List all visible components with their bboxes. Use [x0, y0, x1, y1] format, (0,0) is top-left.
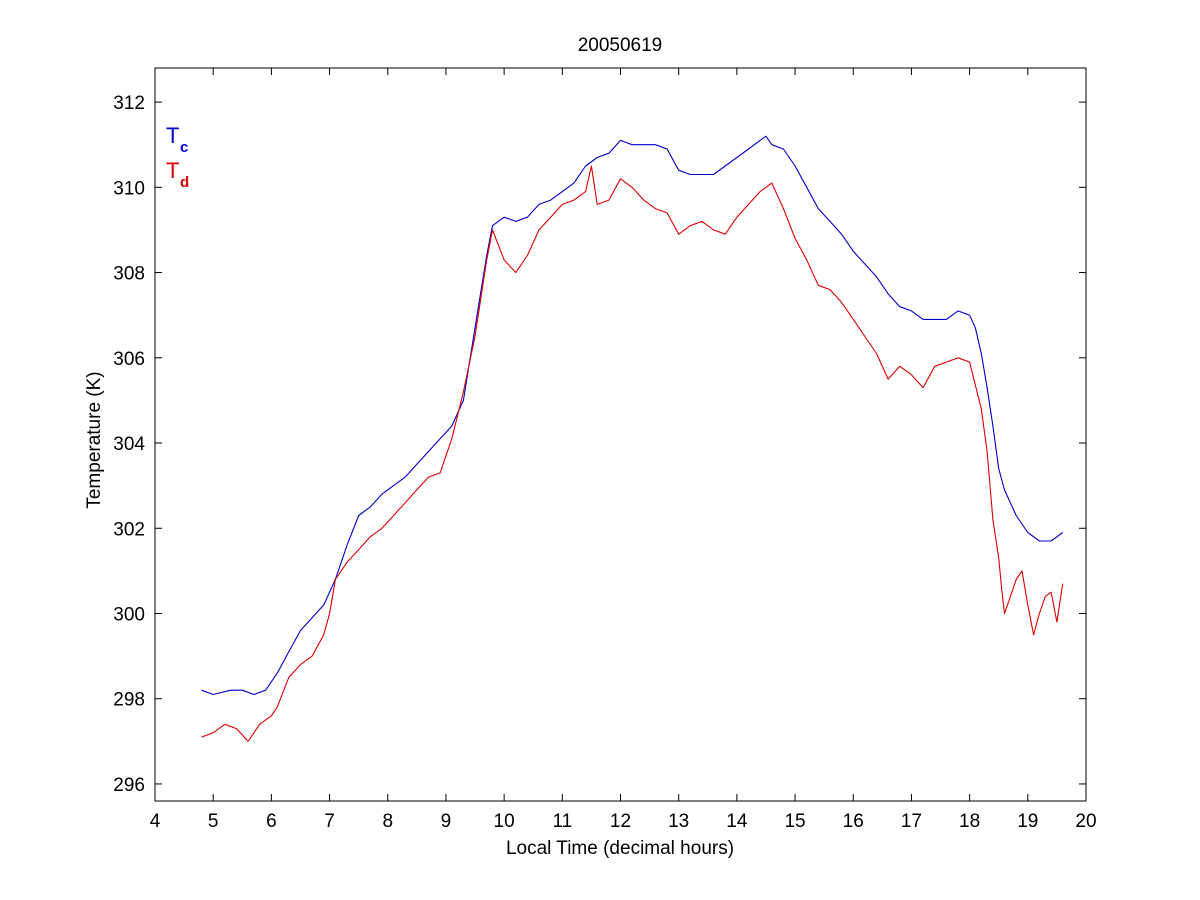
- series-line-Tc: [201, 135, 1064, 696]
- x-tick-label: 9: [441, 811, 452, 832]
- series-lines: [201, 135, 1064, 742]
- y-tick-label: 312: [113, 93, 145, 114]
- x-tick-label: 10: [494, 811, 515, 832]
- x-tick-label: 12: [610, 811, 631, 832]
- x-tick-label: 5: [208, 811, 219, 832]
- y-tick-label: 298: [113, 690, 145, 711]
- y-tick-label: 300: [113, 604, 145, 625]
- x-tick-label: 15: [784, 811, 805, 832]
- y-tick-label: 308: [113, 264, 145, 285]
- x-tick-label: 13: [668, 811, 689, 832]
- plot-area-frame: [154, 67, 1087, 802]
- legend-symbol: T: [166, 158, 179, 183]
- y-tick-label: 306: [113, 349, 145, 370]
- y-tick-label: 310: [113, 178, 145, 199]
- x-tick-label: 8: [382, 811, 393, 832]
- x-tick-label: 6: [266, 811, 277, 832]
- x-tick-label: 4: [150, 811, 161, 832]
- legend-symbol: T: [166, 123, 179, 148]
- x-tick-label: 19: [1017, 811, 1038, 832]
- legend-subscript: d: [180, 174, 189, 191]
- x-tick-label: 18: [959, 811, 980, 832]
- chart-title: 20050619: [578, 35, 663, 56]
- y-tick-label: 304: [113, 434, 145, 455]
- axis-ticks: 4 5 6 7 8 9 10 11 12 13 14 15 16 17 18 19 20 296 298 300 302…: [113, 68, 1097, 832]
- x-tick-label: 16: [843, 811, 864, 832]
- series-line-Td: [201, 165, 1064, 742]
- x-tick-label: 20: [1075, 811, 1096, 832]
- x-axis-title: Local Time (decimal hours): [506, 838, 734, 859]
- legend-subscript: c: [180, 139, 188, 156]
- x-tick-label: 14: [726, 811, 748, 832]
- x-tick-label: 11: [552, 811, 572, 832]
- y-tick-label: 296: [113, 775, 145, 796]
- x-tick-label: 17: [901, 811, 922, 832]
- x-tick-label: 7: [324, 811, 335, 832]
- y-axis-title: Temperature (K): [84, 371, 105, 508]
- y-tick-label: 302: [113, 519, 145, 540]
